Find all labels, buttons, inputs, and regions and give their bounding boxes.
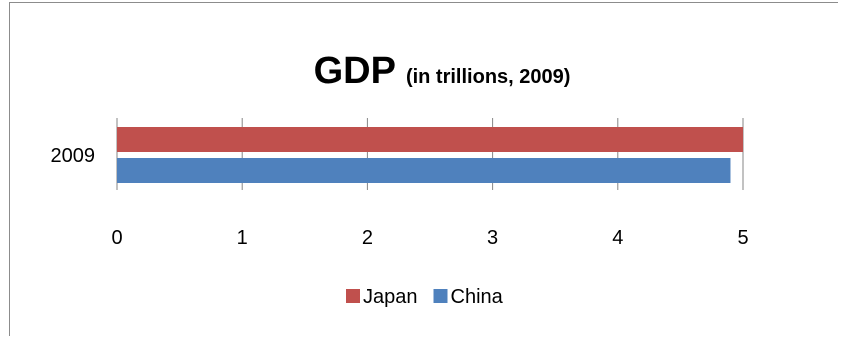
legend-label-japan: Japan	[363, 286, 418, 308]
x-tick-label-2: 2	[362, 227, 373, 249]
bars	[117, 127, 743, 183]
legend: Japan China	[346, 286, 504, 308]
x-tick-label-4: 4	[612, 227, 623, 249]
chart-title: GDP (in trillions, 2009)	[314, 50, 571, 92]
category-labels: 2009	[51, 145, 96, 167]
legend-swatch-japan	[346, 289, 360, 303]
bar-china-2009	[117, 158, 731, 183]
legend-label-china: China	[451, 286, 504, 308]
chart-subtitle: (in trillions, 2009)	[406, 66, 570, 88]
x-tick-label-5: 5	[737, 227, 748, 249]
chart-frame	[9, 2, 838, 336]
x-tick-labels: 0 1 2 3 4 5	[111, 227, 748, 249]
x-tick-label-3: 3	[487, 227, 498, 249]
x-tick-label-1: 1	[237, 227, 248, 249]
x-tick-label-0: 0	[111, 227, 122, 249]
bar-japan-2009	[117, 127, 743, 152]
category-label-2009: 2009	[51, 145, 96, 167]
chart-title-main: GDP	[314, 50, 396, 92]
legend-swatch-china	[433, 289, 448, 303]
